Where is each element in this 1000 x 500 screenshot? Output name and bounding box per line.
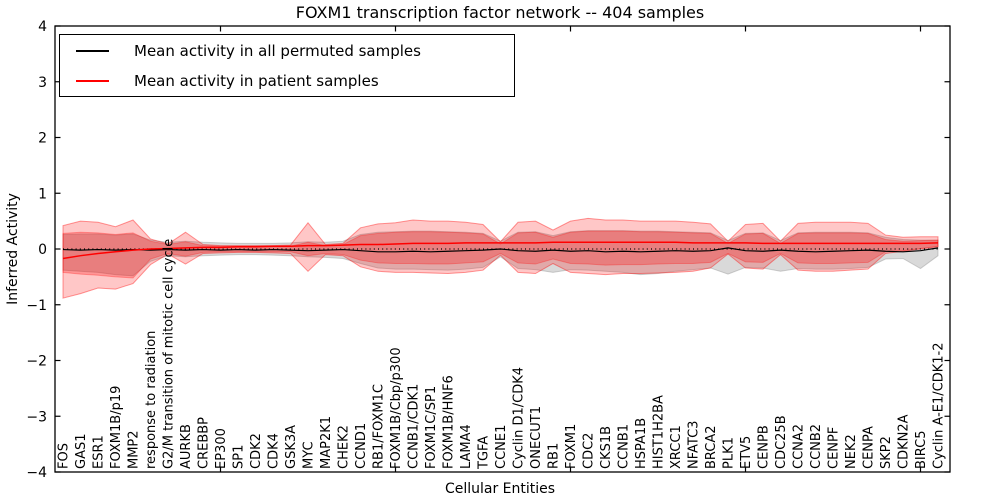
x-tick-label: XRCC1 bbox=[669, 425, 684, 469]
legend-entry-permuted: Mean activity in all permuted samples bbox=[60, 40, 514, 62]
x-tick-label: response to radiation bbox=[144, 331, 159, 469]
x-axis-label: Cellular Entities bbox=[444, 481, 556, 497]
y-tick-label: 1 bbox=[38, 186, 47, 202]
x-tick-label: ESR1 bbox=[92, 435, 107, 469]
x-tick-label: EP300 bbox=[214, 428, 229, 469]
x-tick-label: CCNB2 bbox=[809, 424, 824, 469]
x-tick-label: LAMA4 bbox=[459, 424, 474, 469]
x-tick-label: CCNB1 bbox=[617, 424, 632, 469]
x-tick-label: CDKN2A bbox=[897, 414, 912, 469]
x-tick-label: PLK1 bbox=[722, 437, 737, 469]
band-permuted-samples-range bbox=[62, 230, 939, 277]
x-tick-label: NFATC3 bbox=[687, 421, 702, 469]
x-tick-label: G2/M transition of mitotic cell cycle bbox=[162, 239, 177, 469]
x-tick-label: GSK3A bbox=[284, 425, 299, 469]
x-tick-label: CDK4 bbox=[267, 433, 282, 469]
x-tick-label: BIRC5 bbox=[914, 431, 929, 470]
legend-label: Mean activity in patient samples bbox=[134, 71, 379, 90]
x-tick-label: Cyclin A-E1/CDK1-2 bbox=[932, 342, 947, 469]
x-tick-label: TGFA bbox=[477, 436, 492, 470]
patient-line-swatch bbox=[76, 79, 109, 82]
x-tick-label: CDC2 bbox=[582, 433, 597, 469]
x-tick-label: MMP2 bbox=[127, 430, 142, 469]
x-tick-label: CCNA2 bbox=[792, 424, 807, 469]
x-tick-label: CKS1B bbox=[599, 426, 614, 469]
y-tick-label: −2 bbox=[26, 354, 47, 370]
x-tick-label: CCNE1 bbox=[494, 425, 509, 469]
permuted-line-swatch bbox=[76, 49, 109, 52]
x-tick-label: CCND1 bbox=[354, 423, 369, 469]
x-tick-label: CHEK2 bbox=[337, 425, 352, 469]
legend-entry-patient: Mean activity in patient samples bbox=[60, 70, 514, 92]
y-tick-label: −3 bbox=[26, 409, 47, 425]
x-tick-label: MYC bbox=[302, 441, 317, 469]
x-tick-label: RB1 bbox=[547, 443, 562, 469]
x-tick-label: FOXM1C/SP1 bbox=[424, 386, 439, 469]
y-tick-label: 0 bbox=[38, 242, 47, 258]
y-axis-label: Inferred Activity bbox=[5, 193, 21, 305]
x-tick-label: FOXM1 bbox=[564, 424, 579, 469]
y-tick-label: 2 bbox=[38, 131, 47, 147]
axes-spines bbox=[54, 25, 951, 473]
x-tick-label: CENPF bbox=[827, 427, 842, 469]
x-tick-label: Cyclin D1/CDK4 bbox=[512, 367, 527, 469]
x-tick-label: ETV5 bbox=[739, 436, 754, 469]
x-tick-label: CENPA bbox=[862, 426, 877, 469]
x-tick-label: CDK2 bbox=[249, 433, 264, 469]
x-tick-label: FOXM1B/HNF6 bbox=[442, 375, 457, 469]
y-tick-label: −1 bbox=[26, 298, 47, 314]
patient-mean-line bbox=[62, 241, 939, 260]
x-tick-label: RB1/FOXM1C bbox=[372, 384, 387, 469]
x-tick-label: GAS1 bbox=[74, 434, 89, 470]
band-patient-samples-range-outer bbox=[62, 217, 939, 299]
y-tick-label: −4 bbox=[26, 465, 47, 481]
x-tick-label: FOXM1B/p19 bbox=[109, 386, 124, 469]
x-tick-label: AURKB bbox=[179, 424, 194, 469]
x-tick-label: SP1 bbox=[232, 445, 247, 469]
chart-title: FOXM1 transcription factor network -- 40… bbox=[295, 3, 705, 22]
x-tick-label: CENPB bbox=[757, 425, 772, 469]
x-tick-label: ONECUT1 bbox=[529, 406, 544, 469]
x-tick-label: CREBBP bbox=[197, 417, 212, 469]
x-tick-label: NEK2 bbox=[844, 434, 859, 469]
y-tick-label: 3 bbox=[38, 75, 47, 91]
x-tick-label: CDC25B bbox=[774, 415, 789, 469]
x-tick-label: CCNB1/CDK1 bbox=[407, 384, 422, 469]
legend-label: Mean activity in all permuted samples bbox=[134, 41, 421, 60]
permuted-mean-line bbox=[62, 247, 939, 253]
x-tick-label: MAP2K1 bbox=[319, 416, 334, 469]
x-tick-label: SKP2 bbox=[879, 436, 894, 469]
x-tick-label: FOXM1B/Cbp/p300 bbox=[389, 347, 404, 469]
x-tick-label: HIST1H2BA bbox=[652, 395, 667, 469]
x-tick-label: FOS bbox=[57, 443, 72, 469]
legend: Mean activity in all permuted samples Me… bbox=[59, 34, 515, 97]
y-tick-label: 4 bbox=[38, 19, 47, 35]
x-tick-label: HSPA1B bbox=[634, 418, 649, 469]
x-tick-label: BRCA2 bbox=[704, 425, 719, 469]
